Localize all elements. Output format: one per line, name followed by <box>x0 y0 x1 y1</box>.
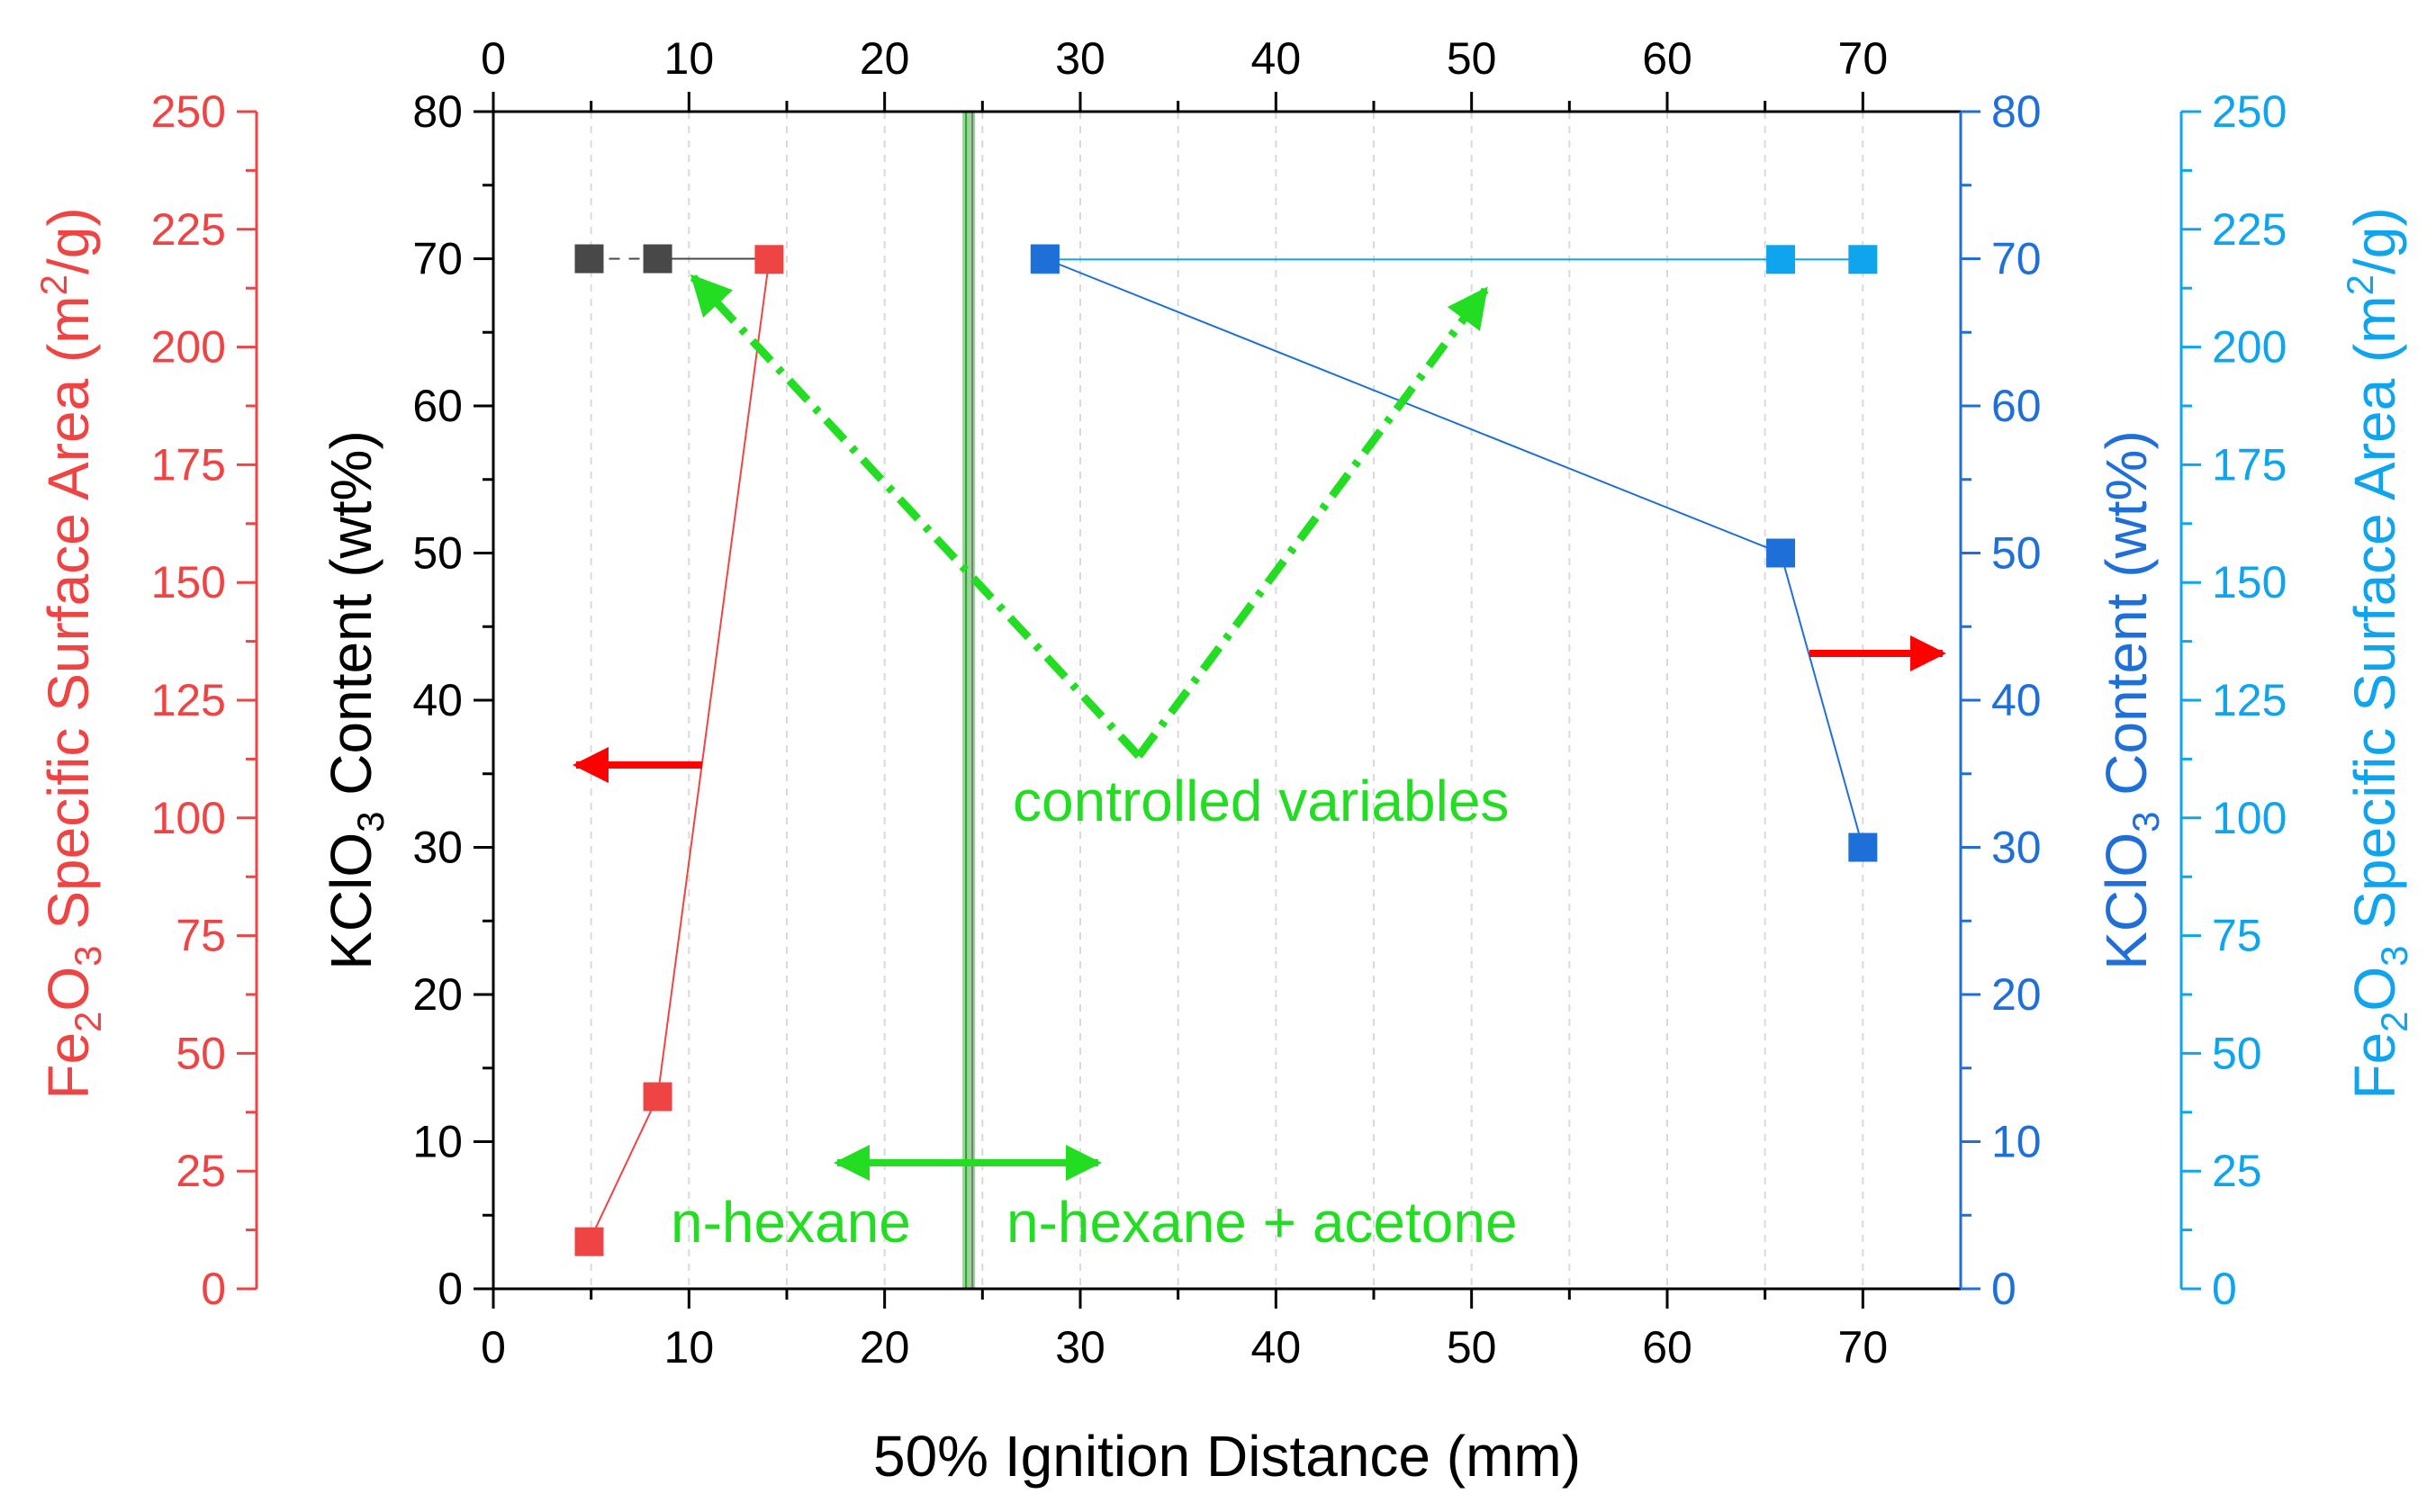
controlled-arrow-left <box>690 274 1142 760</box>
right_area-tick-label: 100 <box>2212 793 2287 843</box>
data-point <box>574 1227 604 1256</box>
n-hexane-label: n-hexane <box>671 1190 911 1255</box>
series-lines <box>588 257 1864 1243</box>
top-x-tick-label: 0 <box>481 33 506 84</box>
data-point <box>1766 538 1796 568</box>
right_kclo3-tick-label: 0 <box>1991 1264 2016 1314</box>
right-kclo3-axis-label: KClO3 Content (wt%) <box>2094 430 2167 970</box>
data-point <box>1848 832 1878 862</box>
left_kclo3-tick-label: 80 <box>412 86 463 137</box>
right_area-tick-label: 0 <box>2212 1264 2237 1314</box>
series-markers <box>574 244 1878 1256</box>
solvent-divider <box>962 112 976 1289</box>
left_area-tick-label: 200 <box>151 322 226 373</box>
left_kclo3-tick-label: 60 <box>412 381 463 431</box>
left_area-tick-label: 75 <box>176 911 226 961</box>
x-tick-label: 40 <box>1251 1322 1302 1372</box>
data-point <box>754 245 784 274</box>
series-line <box>1044 257 1864 848</box>
left_area-tick-label: 250 <box>151 86 226 137</box>
left_area-tick-label: 0 <box>201 1264 226 1314</box>
x-tick-label: 50 <box>1447 1322 1497 1372</box>
top-x-tick-label: 40 <box>1251 33 1302 84</box>
series-line <box>588 259 771 1243</box>
n-hexane-acetone-label: n-hexane + acetone <box>1006 1190 1518 1255</box>
left_kclo3-tick-label: 70 <box>412 234 463 284</box>
annotations: controlled variables n-hexane n-hexane + a… <box>573 274 1946 1255</box>
right-area-axis-label: Fe2O3 Specific Surface Area (m2/g) <box>2339 207 2415 1099</box>
x-tick-label: 0 <box>481 1322 506 1372</box>
controlled-arrow-right <box>1135 286 1489 759</box>
top-x-tick-label: 60 <box>1642 33 1692 84</box>
x-tick-label: 10 <box>664 1322 715 1372</box>
left_area-tick-label: 150 <box>151 557 226 608</box>
right_kclo3-tick-label: 30 <box>1991 823 2042 873</box>
grid-lines <box>590 112 1864 1289</box>
right_area-tick-label: 225 <box>2212 204 2287 255</box>
controlled-variables-label: controlled variables <box>1013 769 1509 833</box>
x-tick-label: 60 <box>1642 1322 1692 1372</box>
left-kclo3-axis-label: KClO3 Content (wt%) <box>319 430 392 970</box>
right_area-tick-label: 175 <box>2212 439 2287 490</box>
left_area-tick-label: 100 <box>151 793 226 843</box>
left_kclo3-tick-label: 30 <box>412 823 463 873</box>
data-point <box>643 244 672 274</box>
x-tick-label: 70 <box>1838 1322 1889 1372</box>
right_area-tick-label: 75 <box>2212 911 2262 961</box>
left_area-tick-label: 225 <box>151 204 226 255</box>
right_area-tick-label: 50 <box>2212 1028 2262 1078</box>
axes: 0 10 20 30 40 50 60 70 0 10 20 30 40 50 60 70 50% Igniti… <box>32 33 2415 1489</box>
left_area-tick-label: 50 <box>176 1028 226 1078</box>
left-area-axis-label: Fe2O3 Specific Surface Area (m2/g) <box>32 207 109 1099</box>
x-tick-label: 20 <box>860 1322 910 1372</box>
left_kclo3-tick-label: 40 <box>412 675 463 725</box>
top-x-tick-label: 30 <box>1055 33 1105 84</box>
left_kclo3-tick-label: 10 <box>412 1117 463 1167</box>
data-point <box>1848 245 1878 274</box>
plot-frame <box>492 110 1962 1291</box>
left_area-tick-label: 175 <box>151 439 226 490</box>
left_kclo3-tick-label: 0 <box>438 1264 463 1314</box>
left_area-tick-label: 125 <box>151 675 226 725</box>
left_area-tick-label: 25 <box>176 1146 226 1196</box>
top-x-tick-label: 10 <box>664 33 715 84</box>
right_kclo3-tick-label: 40 <box>1991 675 2042 725</box>
data-point <box>1030 244 1060 274</box>
data-point <box>1766 245 1796 274</box>
right_kclo3-tick-label: 50 <box>1991 528 2042 579</box>
right_area-tick-label: 150 <box>2212 557 2287 608</box>
right_kclo3-tick-label: 70 <box>1991 234 2042 284</box>
left_kclo3-tick-label: 20 <box>412 969 463 1020</box>
right_kclo3-tick-label: 10 <box>1991 1117 2042 1167</box>
right_kclo3-tick-label: 60 <box>1991 381 2042 431</box>
top-x-tick-label: 20 <box>860 33 910 84</box>
right_area-tick-label: 25 <box>2212 1146 2262 1196</box>
right_kclo3-tick-label: 20 <box>1991 969 2042 1020</box>
right_kclo3-tick-label: 80 <box>1991 86 2042 137</box>
data-point <box>643 1082 672 1112</box>
right_area-tick-label: 200 <box>2212 322 2287 373</box>
right_area-tick-label: 250 <box>2212 86 2287 137</box>
x-tick-label: 30 <box>1055 1322 1105 1372</box>
x-axis-label: 50% Ignition Distance (mm) <box>873 1424 1581 1489</box>
top-x-tick-label: 70 <box>1838 33 1889 84</box>
right_area-tick-label: 125 <box>2212 675 2287 725</box>
top-x-tick-label: 50 <box>1447 33 1497 84</box>
data-point <box>574 244 604 274</box>
left_kclo3-tick-label: 50 <box>412 528 463 579</box>
